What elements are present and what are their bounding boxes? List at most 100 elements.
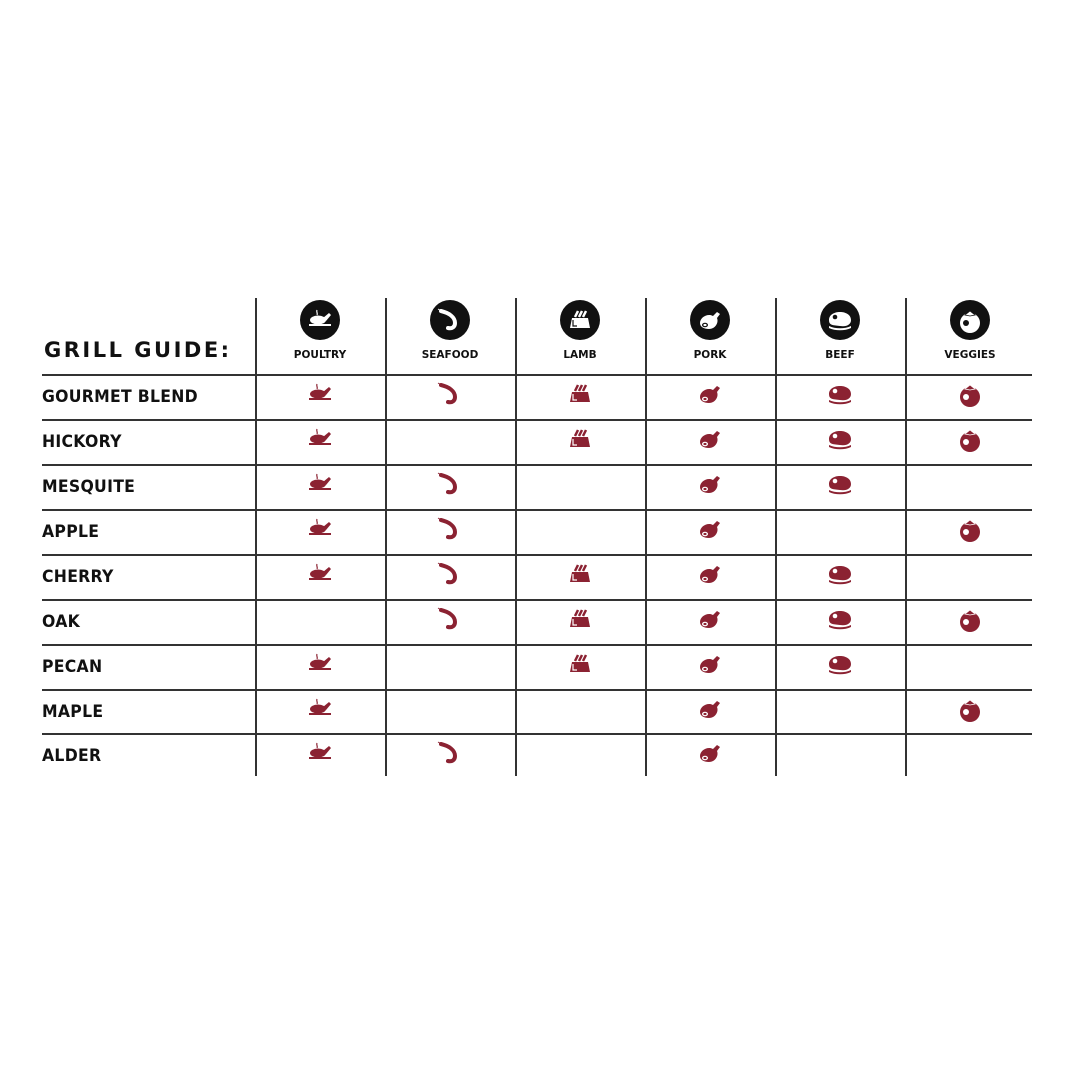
table-cell (385, 419, 515, 463)
table-cell (515, 464, 645, 508)
table-cell (905, 644, 1035, 688)
roast-chicken-icon (304, 380, 336, 412)
lamb-rack-icon (564, 605, 596, 637)
table-cell (515, 599, 645, 643)
table-cell (515, 733, 645, 777)
table-cell (515, 554, 645, 598)
table-cell (905, 554, 1035, 598)
tomato-icon (954, 515, 986, 547)
table-cell (385, 374, 515, 418)
table-cell (775, 689, 905, 733)
column-header-beef: BEEF (775, 300, 905, 361)
table-cell (905, 733, 1035, 777)
column-label: PORK (693, 349, 727, 361)
steak-icon (820, 300, 860, 340)
lamb-rack-icon (564, 560, 596, 592)
table-cell (645, 374, 775, 418)
table-cell (255, 464, 385, 508)
table-cell (645, 464, 775, 508)
roast-chicken-icon (304, 739, 336, 771)
table-cell (645, 599, 775, 643)
shrimp-icon (434, 605, 466, 637)
table-cell (645, 509, 775, 553)
ham-icon (694, 515, 726, 547)
tomato-icon (954, 695, 986, 727)
steak-icon (824, 470, 856, 502)
column-divider (515, 298, 517, 776)
row-label: OAK (42, 612, 81, 631)
lamb-rack-icon (564, 380, 596, 412)
column-label: VEGGIES (944, 349, 996, 361)
column-divider (255, 298, 257, 776)
table-cell (905, 509, 1035, 553)
table-cell (775, 599, 905, 643)
column-label: SEAFOOD (421, 349, 479, 361)
shrimp-icon (434, 470, 466, 502)
steak-icon (824, 560, 856, 592)
row-divider (42, 419, 1032, 421)
table-cell (775, 644, 905, 688)
column-label: LAMB (563, 349, 597, 361)
tomato-icon (950, 300, 990, 340)
ham-icon (690, 300, 730, 340)
lamb-rack-icon (560, 300, 600, 340)
table-cell (775, 374, 905, 418)
table-cell (905, 464, 1035, 508)
row-divider (42, 599, 1032, 601)
table-cell (905, 419, 1035, 463)
shrimp-icon (430, 300, 470, 340)
lamb-rack-icon (564, 650, 596, 682)
tomato-icon (954, 380, 986, 412)
row-label: GOURMET BLEND (42, 387, 198, 406)
roast-chicken-icon (304, 470, 336, 502)
roast-chicken-icon (304, 560, 336, 592)
steak-icon (824, 380, 856, 412)
table-cell (385, 464, 515, 508)
row-label: MAPLE (42, 702, 104, 721)
table-cell (385, 644, 515, 688)
table-cell (385, 554, 515, 598)
row-divider (42, 689, 1032, 691)
table-cell (255, 509, 385, 553)
table-cell (905, 689, 1035, 733)
column-divider (645, 298, 647, 776)
table-cell (255, 689, 385, 733)
table-cell (775, 419, 905, 463)
row-divider (42, 509, 1032, 511)
table-cell (645, 419, 775, 463)
ham-icon (694, 380, 726, 412)
ham-icon (694, 425, 726, 457)
tomato-icon (954, 605, 986, 637)
row-divider (42, 374, 1032, 376)
row-label: ALDER (42, 746, 102, 765)
table-cell (775, 733, 905, 777)
shrimp-icon (434, 515, 466, 547)
roast-chicken-icon (304, 515, 336, 547)
table-cell (255, 419, 385, 463)
table-cell (775, 464, 905, 508)
table-cell (515, 374, 645, 418)
table-cell (255, 644, 385, 688)
table-cell (905, 599, 1035, 643)
table-cell (645, 689, 775, 733)
roast-chicken-icon (300, 300, 340, 340)
table-cell (255, 554, 385, 598)
tomato-icon (954, 425, 986, 457)
table-cell (515, 509, 645, 553)
table-cell (385, 599, 515, 643)
column-header-pork: PORK (645, 300, 775, 361)
table-cell (385, 509, 515, 553)
roast-chicken-icon (304, 650, 336, 682)
table-cell (515, 689, 645, 733)
table-cell (255, 599, 385, 643)
table-cell (645, 644, 775, 688)
column-header-veggies: VEGGIES (905, 300, 1035, 361)
ham-icon (694, 605, 726, 637)
column-divider (385, 298, 387, 776)
row-divider (42, 464, 1032, 466)
row-divider (42, 733, 1032, 735)
table-cell (905, 374, 1035, 418)
table-cell (255, 733, 385, 777)
row-label: PECAN (42, 657, 103, 676)
